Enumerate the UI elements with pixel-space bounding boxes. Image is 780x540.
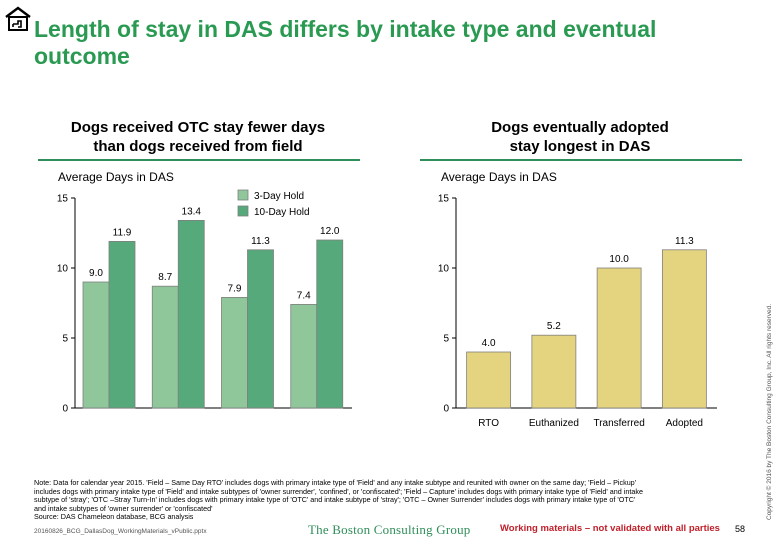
legend-label: 10-Day Hold xyxy=(254,207,310,218)
right-y-axis-label: Average Days in DAS xyxy=(441,170,557,184)
footnote-line: Note: Data for calendar year 2015. 'Fiel… xyxy=(34,478,637,487)
bar xyxy=(221,297,248,409)
y-tick-label: 0 xyxy=(62,404,68,415)
x-category-label: Euthanized xyxy=(529,418,579,429)
x-category-label: Transferred xyxy=(593,418,644,429)
left-bar-chart: 0 5 10 15 9.0 8.7 7.9 7.4 11.9 13.4 11.3 12.0 3-Day … xyxy=(57,189,352,415)
copyright-notice: Copyright © 2016 by The Boston Consultin… xyxy=(766,303,773,520)
footnote-line: subtype of 'stray'; 'OTC –Stray Turn-In'… xyxy=(34,495,636,505)
legend-swatch xyxy=(237,189,249,201)
y-tick-label: 5 xyxy=(62,334,68,345)
bar-value-label: 8.7 xyxy=(158,272,172,283)
bar xyxy=(177,220,205,409)
bar xyxy=(316,239,344,409)
y-tick-label: 10 xyxy=(57,264,69,275)
y-tick-label: 15 xyxy=(57,194,69,205)
bar-value-label: 11.9 xyxy=(113,227,132,238)
working-materials-warning: Working materials – not validated with a… xyxy=(500,523,720,534)
left-chart-heading: Dogs received OTC stay fewer days than d… xyxy=(38,118,358,156)
bar xyxy=(466,351,512,409)
right-chart-heading: Dogs eventually adopted stay longest in … xyxy=(420,118,740,156)
left-y-axis-label: Average Days in DAS xyxy=(58,170,174,184)
file-name: 20160826_BCG_DallasDog_WorkingMaterials_… xyxy=(34,528,207,535)
footnote-source: Source: DAS Chameleon database, BCG anal… xyxy=(34,512,194,522)
y-tick-label: 5 xyxy=(443,334,449,345)
right-heading-rule xyxy=(420,159,742,161)
bar xyxy=(151,285,179,409)
left-chart-heading-line1: Dogs received OTC stay fewer days xyxy=(70,119,326,136)
bar-value-label: 7.9 xyxy=(228,283,242,294)
left-heading-rule xyxy=(38,159,360,161)
bar xyxy=(290,304,318,409)
left-chart-heading-line2: than dogs received from field xyxy=(93,138,303,155)
bar-value-label: 10.0 xyxy=(609,254,629,265)
footnote-line: includes dogs with primary intake type o… xyxy=(34,486,643,496)
y-tick-label: 0 xyxy=(443,404,449,415)
right-chart-heading-line2: stay longest in DAS xyxy=(509,138,651,155)
x-category-label: Adopted xyxy=(666,418,703,429)
house-logo-icon xyxy=(5,6,31,31)
y-tick-label: 10 xyxy=(438,264,450,275)
page-number: 58 xyxy=(735,524,746,534)
bar-value-label: 12.0 xyxy=(320,226,340,237)
bar xyxy=(531,334,577,409)
footnote-line: and intake subtypes of 'owner surrender'… xyxy=(34,503,213,513)
bar-value-label: 11.3 xyxy=(251,236,270,247)
bar-value-label: 11.3 xyxy=(675,236,694,247)
bar-value-label: 7.4 xyxy=(297,290,311,301)
bar-value-label: 9.0 xyxy=(89,268,103,279)
x-category-label: RTO xyxy=(478,418,499,429)
bar-value-label: 5.2 xyxy=(547,321,561,332)
bar xyxy=(108,241,136,409)
bar xyxy=(247,249,274,409)
bar xyxy=(82,281,110,409)
right-chart-heading-line1: Dogs eventually adopted xyxy=(491,119,669,136)
y-tick-label: 15 xyxy=(438,194,450,205)
bar-value-label: 13.4 xyxy=(182,206,202,217)
brand-wordmark: The Boston Consulting Group xyxy=(308,522,471,537)
slide-title: Length of stay in DAS differs by intake … xyxy=(34,16,657,69)
right-bar-chart: 0 5 10 15 4.0 RTO 5.2 Euthanized 10.0 Transferred… xyxy=(438,194,717,429)
bar-value-label: 4.0 xyxy=(482,338,496,349)
legend-label: 3-Day Hold xyxy=(254,191,304,202)
bar xyxy=(596,267,642,409)
footnote: Note: Data for calendar year 2015. 'Fiel… xyxy=(34,478,734,522)
legend-swatch xyxy=(237,205,249,217)
bar xyxy=(661,249,707,409)
